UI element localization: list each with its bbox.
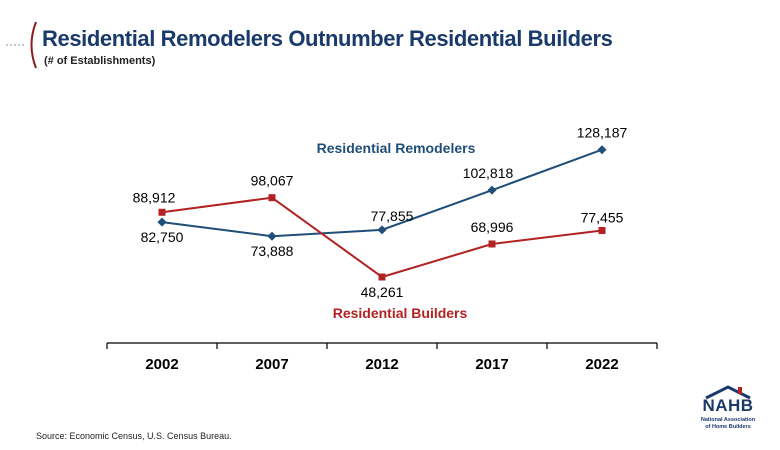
- source-note: Source: Economic Census, U.S. Census Bur…: [36, 431, 232, 441]
- data-label: 77,855: [371, 208, 414, 224]
- data-point: [487, 185, 497, 195]
- page-subtitle: (# of Establishments): [44, 55, 156, 67]
- data-label: 88,912: [133, 189, 176, 205]
- logo-wordmark: NAHB: [702, 396, 754, 415]
- data-label: 68,996: [471, 219, 514, 235]
- x-tick-label: 2007: [255, 356, 288, 373]
- data-point: [377, 225, 387, 235]
- logo-subtitle-line2: of Home Builders: [705, 423, 751, 430]
- logo-subtitle-line1: National Association: [700, 417, 756, 423]
- title-accent-slash: [6, 21, 37, 69]
- data-label: 77,455: [581, 210, 624, 226]
- data-point: [268, 194, 276, 202]
- data-label: 98,067: [251, 173, 294, 189]
- data-point: [267, 231, 277, 241]
- x-tick-label: 2017: [475, 356, 508, 373]
- data-label: 73,888: [251, 243, 294, 259]
- x-tick-label: 2022: [585, 356, 618, 373]
- data-point: [158, 208, 166, 216]
- data-point: [378, 273, 386, 281]
- data-label: 48,261: [361, 284, 404, 300]
- data-label: 128,187: [577, 125, 628, 141]
- data-label: 102,818: [463, 165, 514, 181]
- house-roof-icon: [705, 385, 751, 400]
- data-point: [488, 240, 496, 248]
- data-point: [157, 217, 167, 227]
- logo-subtitle: National Association of Home Builders: [686, 417, 770, 430]
- data-point: [597, 145, 607, 155]
- data-label: 82,750: [141, 229, 184, 245]
- data-point: [598, 227, 606, 235]
- x-tick-label: 2002: [145, 356, 178, 373]
- page-title: Residential Remodelers Outnumber Residen…: [42, 26, 613, 51]
- series-label-builders: Residential Builders: [333, 305, 468, 321]
- series-label-remodelers: Residential Remodelers: [317, 140, 476, 156]
- nahb-logo: NAHB National Association of Home Builde…: [686, 384, 770, 436]
- x-tick-label: 2012: [365, 356, 398, 373]
